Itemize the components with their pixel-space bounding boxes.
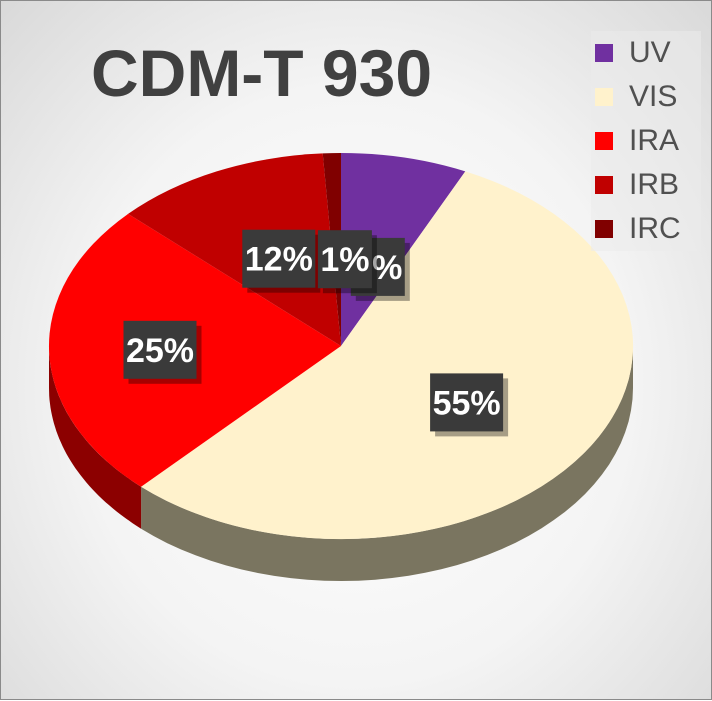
data-label-irc: 1% <box>317 230 377 294</box>
legend-label-irb: IRB <box>629 168 680 201</box>
chart-title: CDM-T 930 <box>91 36 433 110</box>
data-label-vis: 55% <box>430 373 509 437</box>
data-label-text-vis: 55% <box>433 384 501 422</box>
pie-side-walls <box>49 346 633 581</box>
legend-item-ira: IRA <box>591 119 701 163</box>
pie-side-ira <box>49 346 142 529</box>
legend-swatch-irc <box>595 220 613 238</box>
pie-slice-vis <box>141 171 634 540</box>
data-label-irb: 12% <box>242 229 321 293</box>
data-label-ira: 25% <box>123 320 202 384</box>
data-label-text-irb: 12% <box>245 241 313 279</box>
legend-swatch-irb <box>595 176 613 194</box>
legend-item-uv: UV <box>591 31 701 75</box>
legend-swatch-vis <box>595 88 613 106</box>
legend-label-vis: VIS <box>629 80 678 113</box>
legend-label-uv: UV <box>629 36 671 69</box>
pie-side-vis <box>141 346 633 581</box>
data-label-text-ira: 25% <box>126 332 194 370</box>
data-label-text-irc: 1% <box>320 241 369 279</box>
legend: UV VIS IRA IRB IRC <box>591 31 701 251</box>
legend-item-vis: VIS <box>591 75 701 119</box>
legend-item-irb: IRB <box>591 163 701 207</box>
legend-item-irc: IRC <box>591 207 701 251</box>
legend-swatch-uv <box>595 44 613 62</box>
legend-label-irc: IRC <box>629 212 681 245</box>
pie-slice-irb <box>128 153 341 346</box>
legend-label-ira: IRA <box>629 124 680 157</box>
legend-swatch-ira <box>595 132 613 150</box>
